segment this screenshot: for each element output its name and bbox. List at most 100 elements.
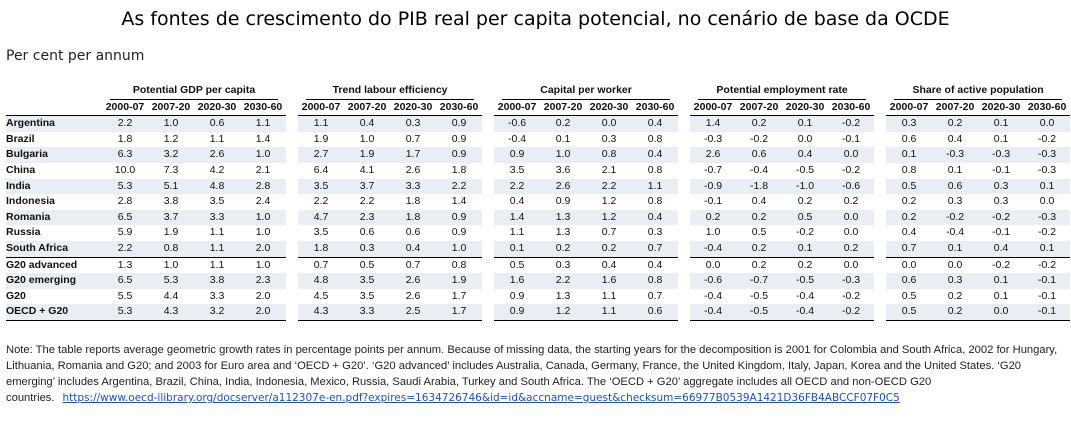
value-cell: -0.4 <box>508 132 527 145</box>
value-cell: 1.9 <box>313 132 329 145</box>
value-cell: 2.6 <box>690 147 737 163</box>
value-cell: 2.2 <box>313 195 329 208</box>
value-cell: 0.1 <box>1024 240 1071 258</box>
value-cell: 0.2 <box>690 209 737 226</box>
value-cell: 0.0 <box>1024 115 1071 132</box>
value-cell: -0.1 <box>1024 273 1071 289</box>
country-cell: Brazil <box>6 132 35 145</box>
value-cell: 0.2 <box>736 115 783 132</box>
year-header: 2000-07 <box>494 99 541 117</box>
value-cell: 0.0 <box>932 256 979 274</box>
value-cell: -0.6 <box>494 115 541 132</box>
value-cell: -0.1 <box>1038 289 1057 302</box>
value-cell: 0.9 <box>509 289 525 302</box>
value-cell: 0.5 <box>886 178 933 195</box>
value-cell: 2.2 <box>436 178 483 195</box>
value-cell: 1.0 <box>540 147 587 163</box>
value-cell: 1.7 <box>436 304 483 321</box>
year-header: 2020-30 <box>390 99 437 117</box>
value-cell: -0.2 <box>796 226 815 239</box>
value-cell: -0.4 <box>690 304 737 321</box>
value-cell: 2.2 <box>102 240 148 258</box>
value-cell: -0.5 <box>736 304 783 321</box>
value-cell: 5.9 <box>117 226 133 239</box>
value-cell: -0.3 <box>1024 147 1071 163</box>
value-cell: 0.6 <box>736 147 783 163</box>
value-cell: 2.1 <box>601 163 617 176</box>
value-cell: -0.1 <box>842 132 861 145</box>
group-header: Trend labour efficiency <box>298 83 482 100</box>
value-cell: 0.8 <box>647 132 663 145</box>
value-cell: -0.4 <box>796 289 815 302</box>
value-cell: 2.0 <box>255 289 271 302</box>
value-cell: 0.8 <box>647 195 663 208</box>
value-cell: 4.3 <box>148 304 194 321</box>
value-cell: 5.3 <box>148 273 194 289</box>
value-cell: 6.5 <box>102 273 148 289</box>
value-cell: 0.7 <box>632 240 679 258</box>
value-cell: -0.3 <box>978 147 1025 163</box>
value-cell: 0.7 <box>601 226 617 239</box>
value-cell: -0.3 <box>704 132 723 145</box>
value-cell: -0.3 <box>1038 163 1057 176</box>
group-header: Capital per worker <box>494 83 678 100</box>
value-cell: 3.5 <box>359 289 375 302</box>
value-cell: 2.5 <box>390 304 437 321</box>
value-cell: -0.4 <box>946 226 965 239</box>
value-cell: 2.6 <box>405 163 421 176</box>
year-header: 2000-07 <box>886 99 933 117</box>
value-cell: 1.0 <box>255 226 271 239</box>
value-cell: 0.4 <box>632 209 679 226</box>
value-cell: 2.6 <box>194 147 240 163</box>
value-cell: -0.2 <box>842 163 861 176</box>
value-cell: 1.9 <box>344 147 391 163</box>
value-cell: 0.0 <box>690 256 737 274</box>
value-cell: 0.5 <box>494 256 541 274</box>
value-cell: 4.7 <box>298 209 345 226</box>
value-cell: -1.8 <box>736 178 783 195</box>
value-cell: 3.5 <box>344 273 391 289</box>
value-cell: 5.5 <box>117 289 133 302</box>
value-cell: 6.5 <box>102 209 148 226</box>
value-cell: 3.5 <box>313 226 329 239</box>
table-row: Brazil 1.8 1.2 1.1 1.4 1.9 1.0 0.7 0.9 -0.4 0.1 0.3… <box>6 132 1070 148</box>
value-cell: 0.1 <box>1024 178 1071 195</box>
value-cell: -0.6 <box>690 273 737 289</box>
value-cell: 4.5 <box>313 289 329 302</box>
value-cell: 2.2 <box>359 195 375 208</box>
value-cell: -0.4 <box>782 304 829 321</box>
value-cell: -0.7 <box>704 163 723 176</box>
value-cell: 1.2 <box>586 209 633 226</box>
value-cell: 0.7 <box>390 256 437 274</box>
year-header: 2007-20 <box>148 99 194 117</box>
value-cell: 1.8 <box>390 209 437 226</box>
value-cell: 0.2 <box>886 209 933 226</box>
value-cell: 2.2 <box>494 178 541 195</box>
value-cell: 0.2 <box>736 256 783 274</box>
value-cell: 1.3 <box>102 256 148 274</box>
value-cell: 3.8 <box>163 195 179 208</box>
value-cell: -0.2 <box>978 256 1025 274</box>
year-header: 2030-60 <box>1024 99 1071 117</box>
source-link[interactable]: https://www.oecd-ilibrary.org/docserver/… <box>62 392 900 404</box>
value-cell: 1.0 <box>240 256 287 274</box>
value-cell: -0.2 <box>932 209 979 226</box>
value-cell: 7.3 <box>163 163 179 176</box>
value-cell: -0.2 <box>828 304 875 321</box>
value-cell: 3.3 <box>390 178 437 195</box>
value-cell: 0.2 <box>947 289 963 302</box>
value-cell: -0.7 <box>736 273 783 289</box>
year-header: 2030-60 <box>828 99 875 117</box>
value-cell: 1.1 <box>632 178 679 195</box>
value-cell: 0.1 <box>782 240 829 258</box>
year-header: 2020-30 <box>782 99 829 117</box>
value-cell: 2.3 <box>344 209 391 226</box>
value-cell: 1.1 <box>509 226 525 239</box>
value-cell: 2.2 <box>586 178 633 195</box>
value-cell: 0.1 <box>555 132 571 145</box>
value-cell: 1.9 <box>163 226 179 239</box>
year-header: 2007-20 <box>540 99 587 117</box>
country-cell: India <box>6 178 102 195</box>
value-cell: 5.3 <box>102 304 148 321</box>
table-row: OECD + G20 5.3 4.3 3.2 2.0 4.3 3.3 2.5 1.7 0.9 1.2… <box>6 304 1071 321</box>
